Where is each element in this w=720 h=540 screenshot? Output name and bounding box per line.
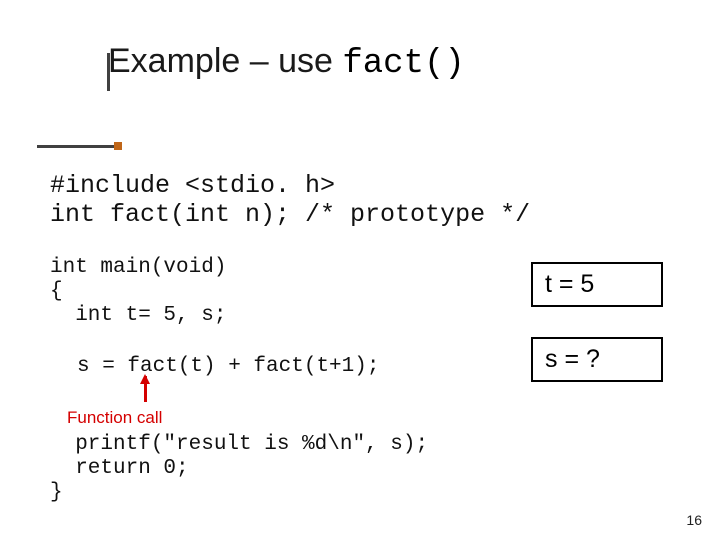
code-line: int main(void) [50,256,226,279]
code-line: int t= 5, s; [50,304,226,327]
code-line: } [50,481,63,504]
var-box-s: s = ? [531,337,663,382]
code-main-start: int main(void) { int t= 5, s; [50,256,226,328]
arrow-up-icon [144,376,147,402]
code-main-end: printf("result is %d\n", s); return 0; } [50,433,428,505]
code-line: return 0; [50,457,189,480]
code-include-proto: #include <stdio. h> int fact(int n); /* … [50,172,530,230]
code-call-line: s = fact(t) + fact(t+1); [77,355,379,379]
slide-title: Example – use fact() [108,42,465,83]
code-line: int fact(int n); /* prototype */ [50,200,530,229]
function-call-label: Function call [67,408,162,428]
code-line: printf("result is %d\n", s); [50,433,428,456]
title-decor-bar [37,145,117,148]
code-line: #include <stdio. h> [50,171,335,200]
var-box-t: t = 5 [531,262,663,307]
title-prefix: Example – use [108,42,342,80]
title-mono: fact() [342,45,464,83]
code-line: { [50,280,63,303]
page-number: 16 [686,512,702,528]
code-line: s = fact(t) + fact(t+1); [77,355,379,378]
